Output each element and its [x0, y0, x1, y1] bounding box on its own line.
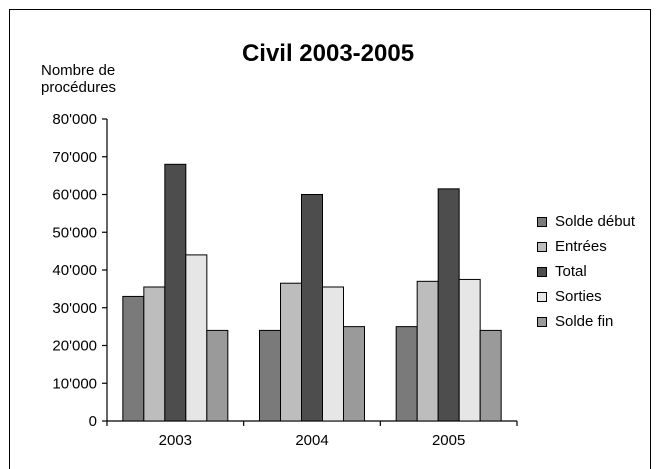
- legend-swatch: [537, 216, 547, 227]
- bar: [343, 326, 365, 422]
- legend-label: Total: [555, 263, 587, 280]
- legend-item: Solde début: [537, 209, 635, 234]
- legend-swatch: [537, 316, 547, 327]
- y-tick-label: 40'000: [52, 262, 97, 279]
- legend-swatch: [537, 291, 547, 302]
- legend-swatch: [537, 241, 547, 252]
- bar: [185, 254, 208, 422]
- x-tick-label: 2003: [159, 432, 192, 449]
- legend-item: Entrées: [537, 234, 635, 259]
- bar: [122, 295, 145, 422]
- bar: [479, 329, 502, 422]
- legend-label: Sorties: [555, 288, 602, 305]
- y-tick-label: 30'000: [52, 300, 97, 317]
- chart-title: Civil 2003-2005: [241, 40, 415, 67]
- bar: [416, 280, 439, 422]
- y-tick-label: 20'000: [52, 338, 97, 355]
- bar: [280, 282, 302, 422]
- x-tick-label: 2004: [295, 432, 328, 449]
- legend-label: Solde fin: [555, 313, 614, 330]
- legend-item: Total: [537, 259, 635, 284]
- chart-legend: Solde début Entrées Total Sorties Solde fin: [537, 209, 635, 334]
- bar: [259, 329, 281, 422]
- bar: [206, 329, 229, 422]
- bar: [143, 286, 166, 422]
- bar-chart: 0 10'000 20'000 30'000 40'000 50'000 60'000 70'…: [52, 111, 518, 449]
- y-axis-label-line-2: procédures: [41, 79, 117, 96]
- y-tick-label: 0: [89, 413, 97, 430]
- legend-label: Solde début: [555, 213, 636, 230]
- y-tick-label: 70'000: [52, 149, 97, 166]
- y-axis-label: Nombre de procédures: [41, 62, 116, 96]
- legend-item: Solde fin: [537, 309, 635, 334]
- y-tick-label: 80'000: [52, 111, 97, 128]
- legend-item: Sorties: [537, 284, 635, 309]
- chart-frame: [9, 9, 651, 469]
- y-tick-label: 60'000: [52, 187, 97, 204]
- legend-label: Entrées: [555, 238, 607, 255]
- bar: [322, 286, 344, 422]
- bar: [458, 278, 481, 422]
- x-tick-label: 2005: [432, 432, 465, 449]
- legend-swatch: [537, 266, 547, 277]
- y-axis-label-line-1: Nombre de: [41, 62, 116, 79]
- bar: [301, 194, 323, 422]
- bar: [164, 163, 187, 422]
- bar: [437, 188, 460, 422]
- y-tick-label: 50'000: [52, 224, 97, 241]
- y-tick-label: 10'000: [52, 375, 97, 392]
- bar: [395, 326, 418, 422]
